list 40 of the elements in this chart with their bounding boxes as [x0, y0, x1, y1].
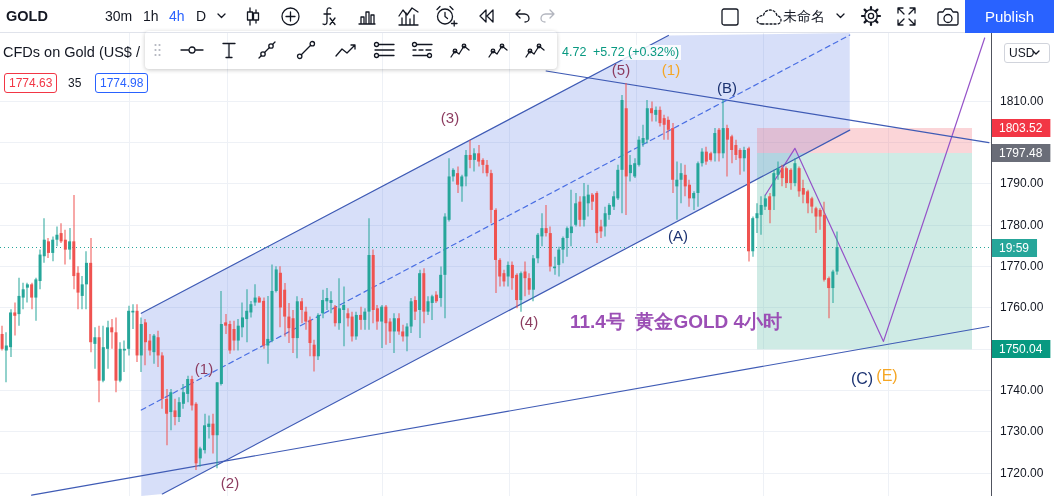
y-tick-label: 1780.00	[1000, 217, 1044, 232]
text: 1h	[143, 8, 159, 24]
y-tick-label: 1790.00	[1000, 176, 1044, 191]
annotation: (A)	[668, 227, 688, 245]
candlestick	[266, 295, 270, 364]
button: Publish	[965, 0, 1054, 33]
text: 4h	[169, 8, 185, 24]
annotation: 1774.98	[95, 73, 149, 93]
annotation: (B)	[717, 79, 737, 97]
annotation: 1774.63	[4, 73, 58, 93]
text: CFDs on Gold (US$ /	[3, 44, 140, 60]
y-tick-label: 1760.00	[1000, 300, 1044, 315]
y-tick-label: 1720.00	[1000, 465, 1044, 480]
text: 1803.52	[999, 120, 1043, 135]
y-tick-label: 1770.00	[1000, 258, 1044, 273]
candlestick	[675, 161, 679, 220]
text: USD	[1004, 43, 1051, 63]
annotation: (1)	[194, 360, 214, 378]
annotation: (2)	[220, 474, 240, 492]
text: 1797.48	[999, 145, 1043, 160]
annotation: (4)	[519, 313, 539, 331]
text: 1750.04	[999, 341, 1043, 356]
y-tick-label: 1810.00	[1000, 93, 1044, 108]
y-tick-label: 1740.00	[1000, 382, 1044, 397]
text: 未命名	[783, 8, 825, 24]
text: 19:59	[999, 240, 1030, 255]
annotation: (3)	[440, 109, 460, 127]
annotation: 4.72	[560, 45, 589, 60]
annotation: +5.72 (+0.32%)	[591, 45, 682, 60]
text: 30m	[105, 8, 133, 24]
annotation: 35	[68, 76, 82, 90]
y-tick-label: 1730.00	[1000, 424, 1044, 439]
annotation: (1)	[661, 61, 681, 79]
candlestick	[342, 286, 346, 347]
annotation: (C)	[850, 370, 874, 388]
annotation: (E)	[876, 367, 898, 385]
text: D	[196, 8, 207, 24]
chart-title: GOLD	[6, 8, 48, 24]
annotation: 11.4号 黄金GOLD 4小时	[569, 311, 783, 333]
annotation: (5)	[611, 61, 631, 79]
